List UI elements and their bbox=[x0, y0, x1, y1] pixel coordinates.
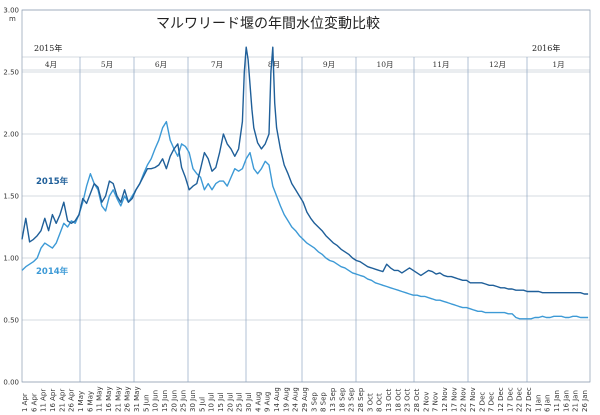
month-labels: 4月 5月 6月 7月 8月 9月 10月 11月 12月 1月 bbox=[45, 60, 565, 69]
x-tick-label: 21 May bbox=[114, 386, 122, 412]
x-tick-label: 11 Jan bbox=[553, 390, 561, 412]
plot-area bbox=[21, 9, 591, 383]
x-tick-label: 3 Oct bbox=[366, 393, 374, 412]
chart-title: マルワリード堰の年間水位変動比較 bbox=[156, 15, 380, 32]
x-tick-label: 7 Nov bbox=[432, 392, 440, 412]
x-tick-label: 10 Jul bbox=[208, 392, 216, 412]
month-label: 12月 bbox=[489, 60, 506, 69]
month-label: 4月 bbox=[45, 60, 57, 69]
x-tick-label: 13 Oct bbox=[385, 389, 393, 412]
x-tick-label: 11 May bbox=[96, 386, 104, 412]
y-tick-label: 1.00 bbox=[3, 255, 19, 263]
series-line bbox=[21, 46, 589, 295]
x-tick-label: 30 Jul bbox=[245, 392, 253, 412]
x-tick-label: 18 Sep bbox=[338, 387, 346, 412]
x-tick-label: 26 May bbox=[124, 386, 132, 412]
x-tick-label: 24 Aug bbox=[292, 387, 300, 412]
x-tick-label: 22 Nov bbox=[460, 387, 468, 412]
x-tick-label: 15 Jul bbox=[217, 392, 225, 412]
y-tick-label: 2.50 bbox=[3, 69, 19, 77]
x-tick-label: 6 May bbox=[86, 391, 94, 412]
x-tick-label: 26 Apr bbox=[68, 389, 76, 412]
x-tick-label: 2 Nov bbox=[422, 392, 430, 412]
x-tick-label: 22 Dec bbox=[516, 387, 524, 412]
month-label: 7月 bbox=[211, 60, 223, 69]
x-tick-label: 15 Jun bbox=[161, 390, 169, 412]
x-tick-label: 6 Jan bbox=[544, 395, 552, 412]
x-tick-label: 17 Nov bbox=[450, 387, 458, 412]
month-label: 6月 bbox=[155, 60, 167, 69]
x-tick-label: 14 Aug bbox=[273, 387, 281, 412]
x-tick-label: 16 May bbox=[105, 386, 113, 412]
x-tick-label: 1 Apr bbox=[21, 393, 29, 412]
x-tick-label: 5 Jul bbox=[198, 397, 206, 412]
x-tick-label: 18 Oct bbox=[394, 389, 402, 412]
series-label-2015: 2015年 bbox=[36, 176, 69, 187]
x-tick-label: 11 Apr bbox=[40, 389, 48, 412]
y-axis-unit: m bbox=[9, 15, 16, 23]
x-tick-label: 28 Sep bbox=[357, 387, 365, 412]
y-axis: 0.00 0.50 1.00 1.50 2.00 2.50 3.00 bbox=[3, 7, 19, 387]
x-tick-label: 25 Jul bbox=[236, 392, 244, 412]
y-tick-label: 0.00 bbox=[3, 379, 19, 387]
month-label: 1月 bbox=[552, 60, 564, 69]
y-tick-label: 0.50 bbox=[3, 317, 19, 325]
x-tick-label: 25 Jun bbox=[180, 390, 188, 412]
x-tick-label: 31 May bbox=[133, 386, 141, 412]
x-tick-label: 4 Aug bbox=[254, 392, 262, 412]
month-label: 5月 bbox=[101, 60, 113, 69]
year-label-left: 2015年 bbox=[34, 43, 62, 53]
x-tick-label: 20 Jun bbox=[170, 390, 178, 412]
x-tick-label: 26 Jan bbox=[581, 390, 589, 412]
x-tick-label: 21 Jan bbox=[572, 390, 580, 412]
x-axis: 1 Apr 6 Apr 11 Apr 16 Apr 21 Apr 26 Apr 1 May 6… bbox=[21, 386, 589, 412]
x-tick-label: 23 Oct bbox=[404, 389, 412, 412]
x-tick-label: 23 Sep bbox=[348, 387, 356, 412]
grid bbox=[21, 9, 591, 383]
x-tick-label: 8 Oct bbox=[376, 393, 384, 412]
x-tick-label: 2 Dec bbox=[478, 392, 486, 412]
year-label-right: 2016年 bbox=[532, 43, 560, 53]
x-tick-label: 10 Jun bbox=[152, 390, 160, 412]
x-tick-label: 19 Aug bbox=[282, 387, 290, 412]
x-tick-label: 16 Jan bbox=[562, 390, 570, 412]
x-tick-label: 30 Jun bbox=[189, 390, 197, 412]
x-tick-label: 21 Apr bbox=[58, 389, 66, 412]
x-tick-label: 27 Nov bbox=[469, 387, 477, 412]
x-tick-label: 29 Aug bbox=[301, 387, 309, 412]
x-tick-label: 12 Nov bbox=[441, 387, 449, 412]
month-label: 10月 bbox=[376, 60, 393, 69]
series-label-2014: 2014年 bbox=[36, 266, 69, 277]
x-tick-label: 20 Jul bbox=[226, 392, 234, 412]
y-tick-label: 1.50 bbox=[3, 193, 19, 201]
y-tick-label: 2.00 bbox=[3, 131, 19, 139]
x-tick-label: 3 Sep bbox=[310, 392, 318, 412]
month-label: 9月 bbox=[323, 60, 335, 69]
x-tick-label: 1 Jan bbox=[534, 395, 542, 412]
series-line bbox=[21, 120, 589, 320]
x-tick-label: 16 Apr bbox=[49, 389, 57, 412]
x-tick-label: 5 Jun bbox=[142, 394, 150, 412]
series-lines bbox=[21, 46, 589, 320]
x-tick-label: 1 May bbox=[77, 391, 85, 412]
x-tick-label: 7 Dec bbox=[488, 392, 496, 412]
x-tick-label: 13 Sep bbox=[329, 387, 337, 412]
x-tick-label: 9 Aug bbox=[264, 392, 272, 412]
x-tick-label: 6 Apr bbox=[30, 393, 38, 412]
x-tick-label: 28 Oct bbox=[413, 389, 421, 412]
x-tick-label: 17 Dec bbox=[506, 387, 514, 412]
x-tick-label: 27 Dec bbox=[525, 387, 533, 412]
y-tick-label: 3.00 bbox=[3, 7, 19, 15]
x-tick-label: 12 Dec bbox=[497, 387, 505, 412]
x-tick-label: 8 Sep bbox=[320, 392, 328, 412]
month-label: 11月 bbox=[432, 60, 449, 69]
